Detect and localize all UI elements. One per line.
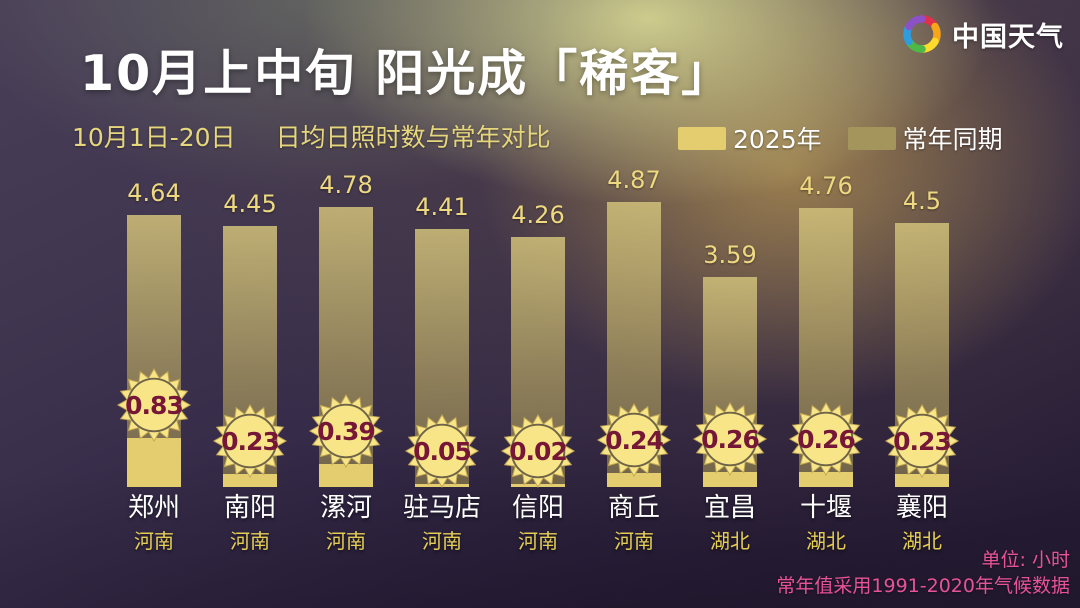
pinwheel-logo-icon xyxy=(903,15,941,53)
city-label: 南阳 xyxy=(223,493,276,523)
subtitle-description: 日均日照时数与常年对比 xyxy=(275,123,551,152)
bar-group: 3.59 0.26 宜昌 湖北 xyxy=(682,0,778,608)
legend-swatch-normal xyxy=(847,126,896,150)
province-label: 河南 xyxy=(134,529,174,553)
year-2025-bar xyxy=(895,474,949,487)
year-2025-bar xyxy=(607,473,661,487)
normal-value-label: 4.64 xyxy=(127,179,181,207)
sun-value-label: 0.23 xyxy=(221,426,280,456)
bar-group: 4.78 0.39 漯河 河南 xyxy=(298,0,394,608)
province-label: 河南 xyxy=(326,529,366,553)
normal-value-label: 4.87 xyxy=(607,166,661,194)
province-label: 河南 xyxy=(422,529,462,553)
footer-unit: 单位: 小时 xyxy=(981,548,1070,571)
sun-value-label: 0.23 xyxy=(893,426,952,456)
bar-group: 4.45 0.23 南阳 河南 xyxy=(202,0,298,608)
city-label: 驻马店 xyxy=(402,493,481,523)
sun-value-label: 0.26 xyxy=(797,424,856,454)
province-label: 河南 xyxy=(230,529,270,553)
normal-value-label: 4.41 xyxy=(415,193,469,221)
sun-value-label: 0.39 xyxy=(317,416,376,446)
sun-icon-graphic xyxy=(500,413,576,489)
sun-icon: 0.24 xyxy=(595,401,673,479)
city-label: 襄阳 xyxy=(895,493,948,523)
sun-icon-graphic xyxy=(596,402,672,478)
year-2025-bar xyxy=(799,472,853,487)
sun-icon-graphic xyxy=(116,367,192,443)
sun-value-label: 0.83 xyxy=(125,390,184,420)
sun-icon: 0.83 xyxy=(115,366,193,444)
chart-legend: 2025年 常年同期 xyxy=(678,120,1003,156)
sun-icon-graphic xyxy=(884,403,960,479)
city-label: 十堰 xyxy=(799,493,852,523)
footer-note: 单位: 小时 常年值采用1991-2020年气候数据 xyxy=(776,547,1070,600)
sun-value-label: 0.24 xyxy=(605,425,664,455)
brand-logo-text: 中国天气 xyxy=(952,21,1064,53)
province-label: 湖北 xyxy=(710,529,750,553)
city-label: 商丘 xyxy=(607,493,660,523)
normal-value-label: 4.45 xyxy=(223,190,277,218)
city-label: 信阳 xyxy=(511,493,564,523)
province-label: 河南 xyxy=(614,529,654,553)
bar-group: 4.64 0.83 郑州 河南 xyxy=(106,0,202,608)
bar-group: 4.76 0.26 十堰 湖北 xyxy=(778,0,874,608)
normal-value-label: 4.76 xyxy=(799,172,853,200)
city-label: 宜昌 xyxy=(703,493,756,523)
page-title: 10月上中旬 阳光成「稀客」 xyxy=(80,45,733,102)
city-label: 漯河 xyxy=(319,493,372,523)
year-2025-bar xyxy=(127,438,181,487)
footer-source: 常年值采用1991-2020年气候数据 xyxy=(776,575,1070,598)
normal-value-label: 4.78 xyxy=(319,171,373,199)
legend-swatch-2025 xyxy=(678,126,726,150)
sun-icon: 0.02 xyxy=(499,412,577,490)
sun-value-label: 0.05 xyxy=(413,436,472,466)
normal-value-label: 4.26 xyxy=(511,201,565,229)
normal-value-label: 3.59 xyxy=(703,241,757,269)
bar-group: 4.5 0.23 襄阳 湖北 xyxy=(874,0,970,608)
sun-icon: 0.23 xyxy=(883,402,961,480)
subtitle-date-range: 10月1日-20日 xyxy=(72,123,236,152)
year-2025-bar xyxy=(223,474,277,487)
legend-label-2025: 2025年 xyxy=(733,125,822,154)
sun-icon-graphic xyxy=(404,413,480,489)
province-label: 河南 xyxy=(518,529,558,553)
chart-subtitle: 10月1日-20日 日均日照时数与常年对比 xyxy=(72,118,551,154)
province-label: 湖北 xyxy=(806,529,846,553)
legend-label-normal: 常年同期 xyxy=(902,125,1003,154)
brand-logo: 中国天气 xyxy=(901,13,1064,55)
sun-icon: 0.05 xyxy=(403,412,481,490)
normal-value-label: 4.5 xyxy=(902,187,942,215)
city-label: 郑州 xyxy=(127,493,180,523)
year-2025-bar xyxy=(703,472,757,487)
sun-icon-graphic xyxy=(788,401,864,477)
sun-icon: 0.23 xyxy=(211,402,289,480)
bar-group: 4.26 0.02 信阳 河南 xyxy=(490,0,586,608)
sun-value-label: 0.02 xyxy=(509,436,568,466)
sun-icon: 0.26 xyxy=(787,400,865,478)
province-label: 湖北 xyxy=(902,529,942,553)
sun-icon-graphic xyxy=(308,393,384,469)
sun-icon-graphic xyxy=(212,403,288,479)
year-2025-bar xyxy=(319,464,373,487)
sun-icon: 0.26 xyxy=(691,400,769,478)
bar-group: 4.41 0.05 驻马店 河南 xyxy=(394,0,490,608)
sun-icon: 0.39 xyxy=(307,392,385,470)
bar-group: 4.87 0.24 商丘 河南 xyxy=(586,0,682,608)
sun-icon-graphic xyxy=(692,401,768,477)
sun-value-label: 0.26 xyxy=(701,424,760,454)
